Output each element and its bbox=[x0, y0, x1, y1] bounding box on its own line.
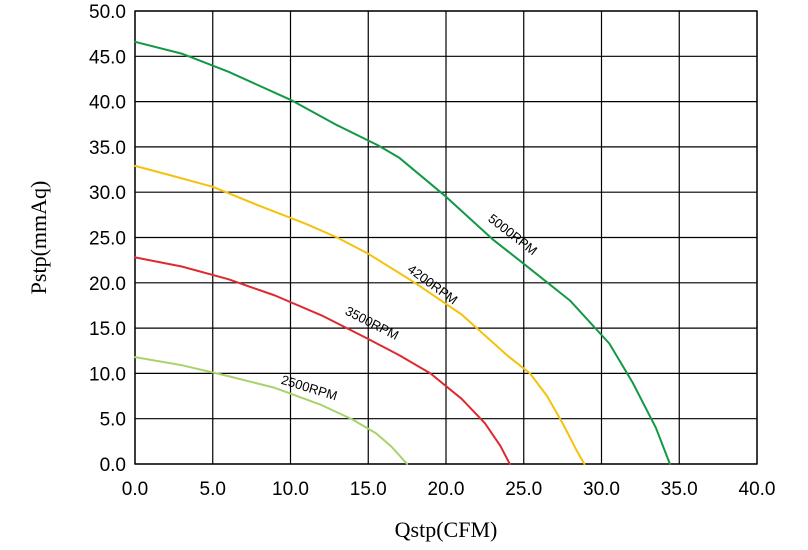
y-axis-title: Pstp(mmAq) bbox=[26, 181, 51, 295]
series-line-3500rpm bbox=[134, 256, 511, 465]
series-line-2500rpm bbox=[134, 356, 409, 465]
plot-frame bbox=[134, 10, 758, 465]
curve-label-4200rpm: 4200RPM bbox=[405, 261, 461, 307]
curves bbox=[134, 40, 671, 465]
x-axis-title: Qstp(CFM) bbox=[395, 517, 498, 542]
y-tick-label: 15.0 bbox=[89, 319, 126, 340]
y-tick-label: 25.0 bbox=[89, 229, 126, 250]
x-tick-label: 40.0 bbox=[739, 479, 776, 500]
y-tick-label: 20.0 bbox=[89, 274, 126, 295]
series-line-4200rpm bbox=[134, 164, 586, 465]
curve-label-5000rpm: 5000RPM bbox=[485, 211, 540, 258]
y-tick-label: 45.0 bbox=[89, 47, 126, 68]
grid bbox=[134, 10, 758, 465]
x-tick-label: 10.0 bbox=[272, 479, 309, 500]
x-tick-label: 0.0 bbox=[122, 479, 148, 500]
x-tick-label: 20.0 bbox=[428, 479, 465, 500]
y-tick-label: 10.0 bbox=[89, 364, 126, 385]
y-tick-label: 35.0 bbox=[89, 138, 126, 159]
x-tick-label: 5.0 bbox=[200, 479, 226, 500]
y-tick-label: 30.0 bbox=[89, 183, 126, 204]
x-tick-label: 35.0 bbox=[661, 479, 698, 500]
y-tick-label: 40.0 bbox=[89, 93, 126, 114]
y-tick-label: 5.0 bbox=[100, 410, 126, 431]
series-line-5000rpm bbox=[134, 40, 671, 465]
y-tick-label: 50.0 bbox=[89, 2, 126, 23]
tick-labels: 0.0 5.0 10.0 15.0 20.0 25.0 30.0 35.0 40.0 0.0 5.0… bbox=[89, 2, 775, 500]
x-tick-label: 15.0 bbox=[350, 479, 387, 500]
curve-label-2500rpm: 2500RPM bbox=[279, 372, 339, 403]
x-tick-label: 30.0 bbox=[583, 479, 620, 500]
y-tick-label: 0.0 bbox=[100, 455, 126, 476]
curve-label-3500rpm: 3500RPM bbox=[343, 303, 401, 343]
x-tick-label: 25.0 bbox=[505, 479, 542, 500]
